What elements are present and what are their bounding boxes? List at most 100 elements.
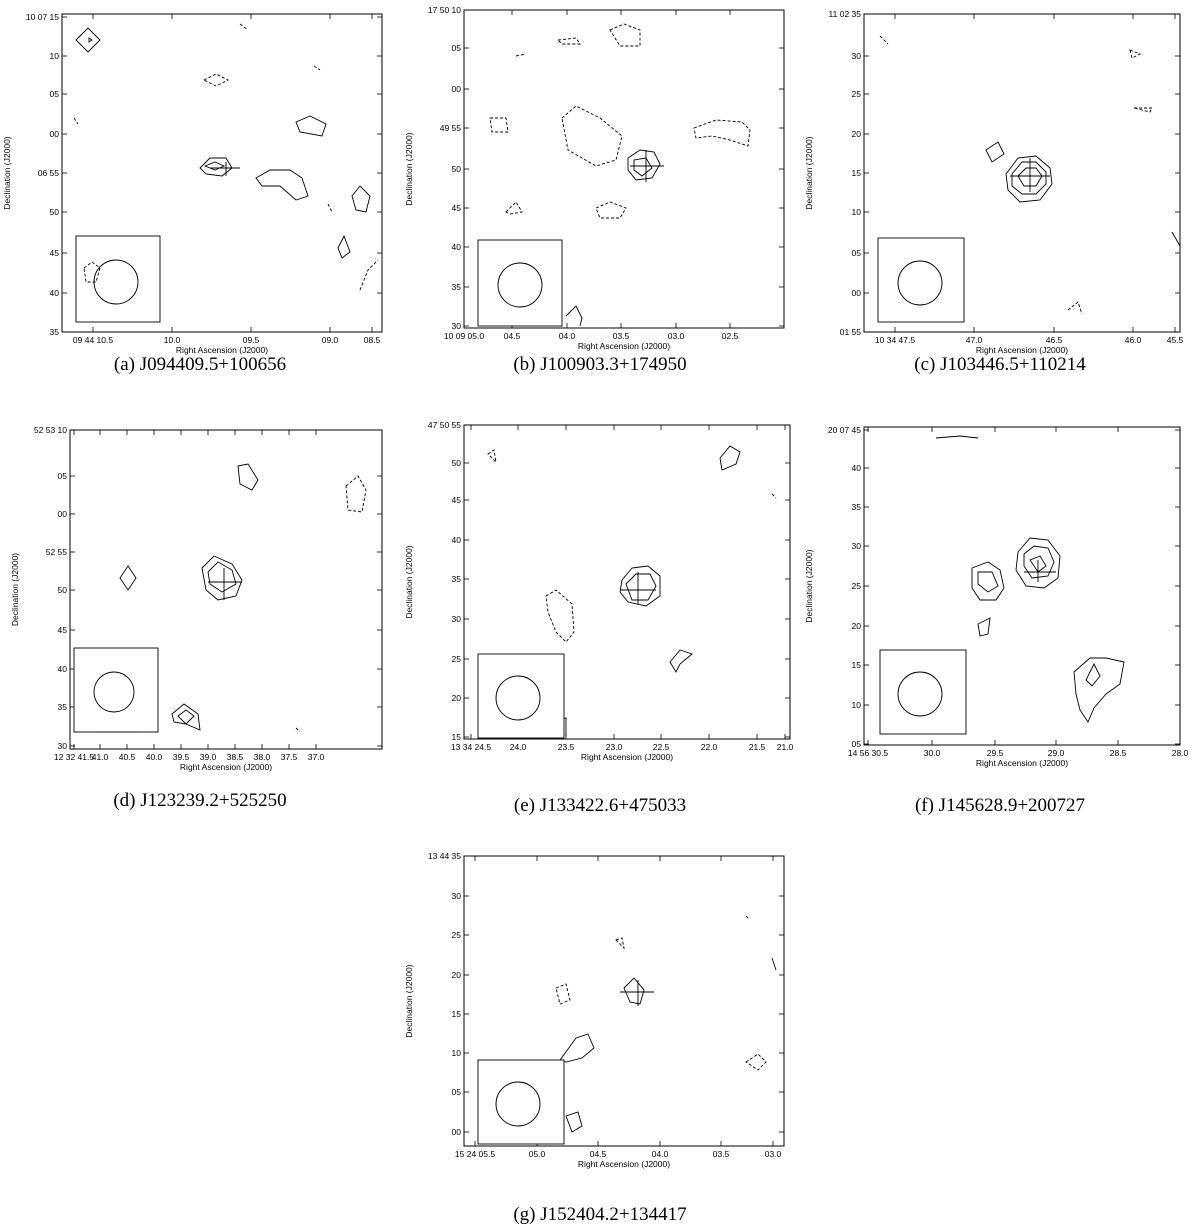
- positive-contour: [1085, 662, 1101, 687]
- y-axis-label: Declination (J2000): [404, 132, 414, 205]
- x-tick-label: 23.5: [558, 742, 575, 752]
- y-axis-label: Declination (J2000): [804, 136, 814, 209]
- x-tick-label: 22.0: [701, 742, 718, 752]
- y-tick-label: 00: [452, 1127, 462, 1137]
- negative-contour: [295, 727, 301, 733]
- caption-b: (b) J100903.3+174950: [513, 354, 687, 375]
- positive-contour: [1171, 231, 1181, 247]
- positive-contour: [337, 234, 351, 259]
- negative-contour: [515, 53, 527, 57]
- y-tick-label: 00: [50, 129, 60, 139]
- negative-contour: [1129, 49, 1142, 59]
- y-tick-label: 06 55: [38, 168, 60, 178]
- y-tick-label: 52 55: [46, 547, 68, 557]
- positive-contour: [985, 141, 1005, 163]
- y-tick-label: 20: [852, 621, 862, 631]
- x-tick-label: 09.5: [243, 335, 260, 345]
- negative-contour: [595, 201, 627, 219]
- x-tick-label: 38.0: [254, 752, 271, 762]
- y-axis-label: Declination (J2000): [804, 549, 814, 622]
- negative-contour: [545, 589, 575, 643]
- negative-contour: [615, 937, 625, 950]
- x-tick-label: 28.5: [1110, 748, 1127, 758]
- x-axis-label: Right Ascension (J2000): [581, 752, 673, 762]
- positive-contour: [201, 555, 243, 601]
- y-tick-label: 00: [58, 509, 68, 519]
- negative-contour: [1133, 107, 1153, 113]
- positive-contour: [203, 161, 226, 171]
- y-tick-label: 50: [452, 458, 462, 468]
- positive-contour: [565, 1111, 583, 1133]
- positive-contour: [1029, 555, 1047, 573]
- x-tick-label: 15 24 05.5: [455, 1149, 495, 1159]
- y-tick-label: 25: [452, 654, 462, 664]
- x-tick-label: 02.5: [722, 331, 739, 341]
- x-tick-label: 23.0: [606, 742, 623, 752]
- y-tick-label: 40: [50, 288, 60, 298]
- y-tick-label: 20: [452, 693, 462, 703]
- positive-contour: [75, 27, 101, 53]
- positive-contour: [719, 445, 741, 471]
- y-tick-label: 00: [452, 84, 462, 94]
- y-tick-label: 52 53 10: [34, 425, 67, 435]
- positive-contour: [1005, 155, 1053, 203]
- positive-contour: [771, 957, 777, 971]
- y-tick-label: 25: [452, 930, 462, 940]
- beam-inset-box: [477, 653, 565, 739]
- x-tick-label: 03.0: [668, 331, 685, 341]
- y-tick-label: 50: [50, 207, 60, 217]
- positive-contour: [1023, 545, 1055, 579]
- positive-contour: [669, 649, 693, 673]
- y-tick-label: 35: [452, 282, 462, 292]
- y-tick-label: 05: [852, 739, 862, 749]
- beam-inset-box: [877, 237, 965, 323]
- y-tick-label: 30: [852, 51, 862, 61]
- y-axis-label: Declination (J2000): [404, 964, 414, 1037]
- x-tick-label: 39.0: [200, 752, 217, 762]
- positive-contour: [207, 561, 237, 593]
- caption-d: (d) J123239.2+525250: [113, 790, 287, 811]
- positive-contour: [1073, 657, 1125, 723]
- positive-contour: [633, 157, 653, 177]
- y-tick-label: 45: [58, 625, 68, 635]
- negative-contour: [359, 259, 379, 291]
- y-tick-label: 00: [852, 288, 862, 298]
- positive-contour: [559, 1033, 595, 1063]
- y-tick-label: 13 44 35: [428, 851, 461, 861]
- negative-contour: [745, 1053, 767, 1071]
- x-tick-label: 10 09 05.0: [444, 331, 484, 341]
- negative-contour: [693, 119, 751, 147]
- negative-contour: [313, 65, 321, 71]
- y-tick-label: 15: [852, 660, 862, 670]
- positive-contour: [565, 305, 583, 327]
- negative-contour: [745, 915, 749, 919]
- x-tick-label: 28.0: [1172, 748, 1189, 758]
- panel-b: 10 09 05.0 04.5 04.0 03.5 03.0 02.5 17 50 10 05…: [400, 0, 800, 400]
- positive-contour: [255, 169, 309, 201]
- y-tick-label: 20: [852, 129, 862, 139]
- negative-contour: [1067, 301, 1083, 315]
- y-tick-label: 35: [58, 702, 68, 712]
- x-tick-label: 41.0: [92, 752, 109, 762]
- positive-contour: [977, 617, 991, 637]
- y-tick-label: 40: [852, 463, 862, 473]
- negative-contour: [561, 105, 623, 167]
- panel-a: 09 44 10.5 10.0 09.5 09.0 08.5 10 07 15 10 05 00…: [0, 0, 400, 400]
- plot-frame: [463, 424, 791, 740]
- caption-a: (a) J094409.5+100656: [113, 354, 287, 375]
- x-tick-label: 09.0: [322, 335, 339, 345]
- y-tick-label: 05: [452, 43, 462, 53]
- beam-ellipse: [897, 260, 943, 306]
- positive-contour: [199, 157, 233, 177]
- y-tick-label: 50: [58, 585, 68, 595]
- negative-contour: [202, 73, 230, 87]
- x-tick-label: 24.0: [510, 742, 527, 752]
- x-tick-label: 03.5: [713, 1149, 730, 1159]
- y-tick-label: 15: [452, 1009, 462, 1019]
- x-tick-label: 09 44 10.5: [73, 335, 113, 345]
- y-tick-label: 10: [50, 51, 60, 61]
- positive-contour: [177, 709, 195, 725]
- contour-map-c: 10 34 47.5 47.0 46.5 46.0 45.5 11 02 35 30 25 20…: [804, 9, 1184, 355]
- y-tick-label: 25: [852, 89, 862, 99]
- x-tick-label: 22.5: [653, 742, 670, 752]
